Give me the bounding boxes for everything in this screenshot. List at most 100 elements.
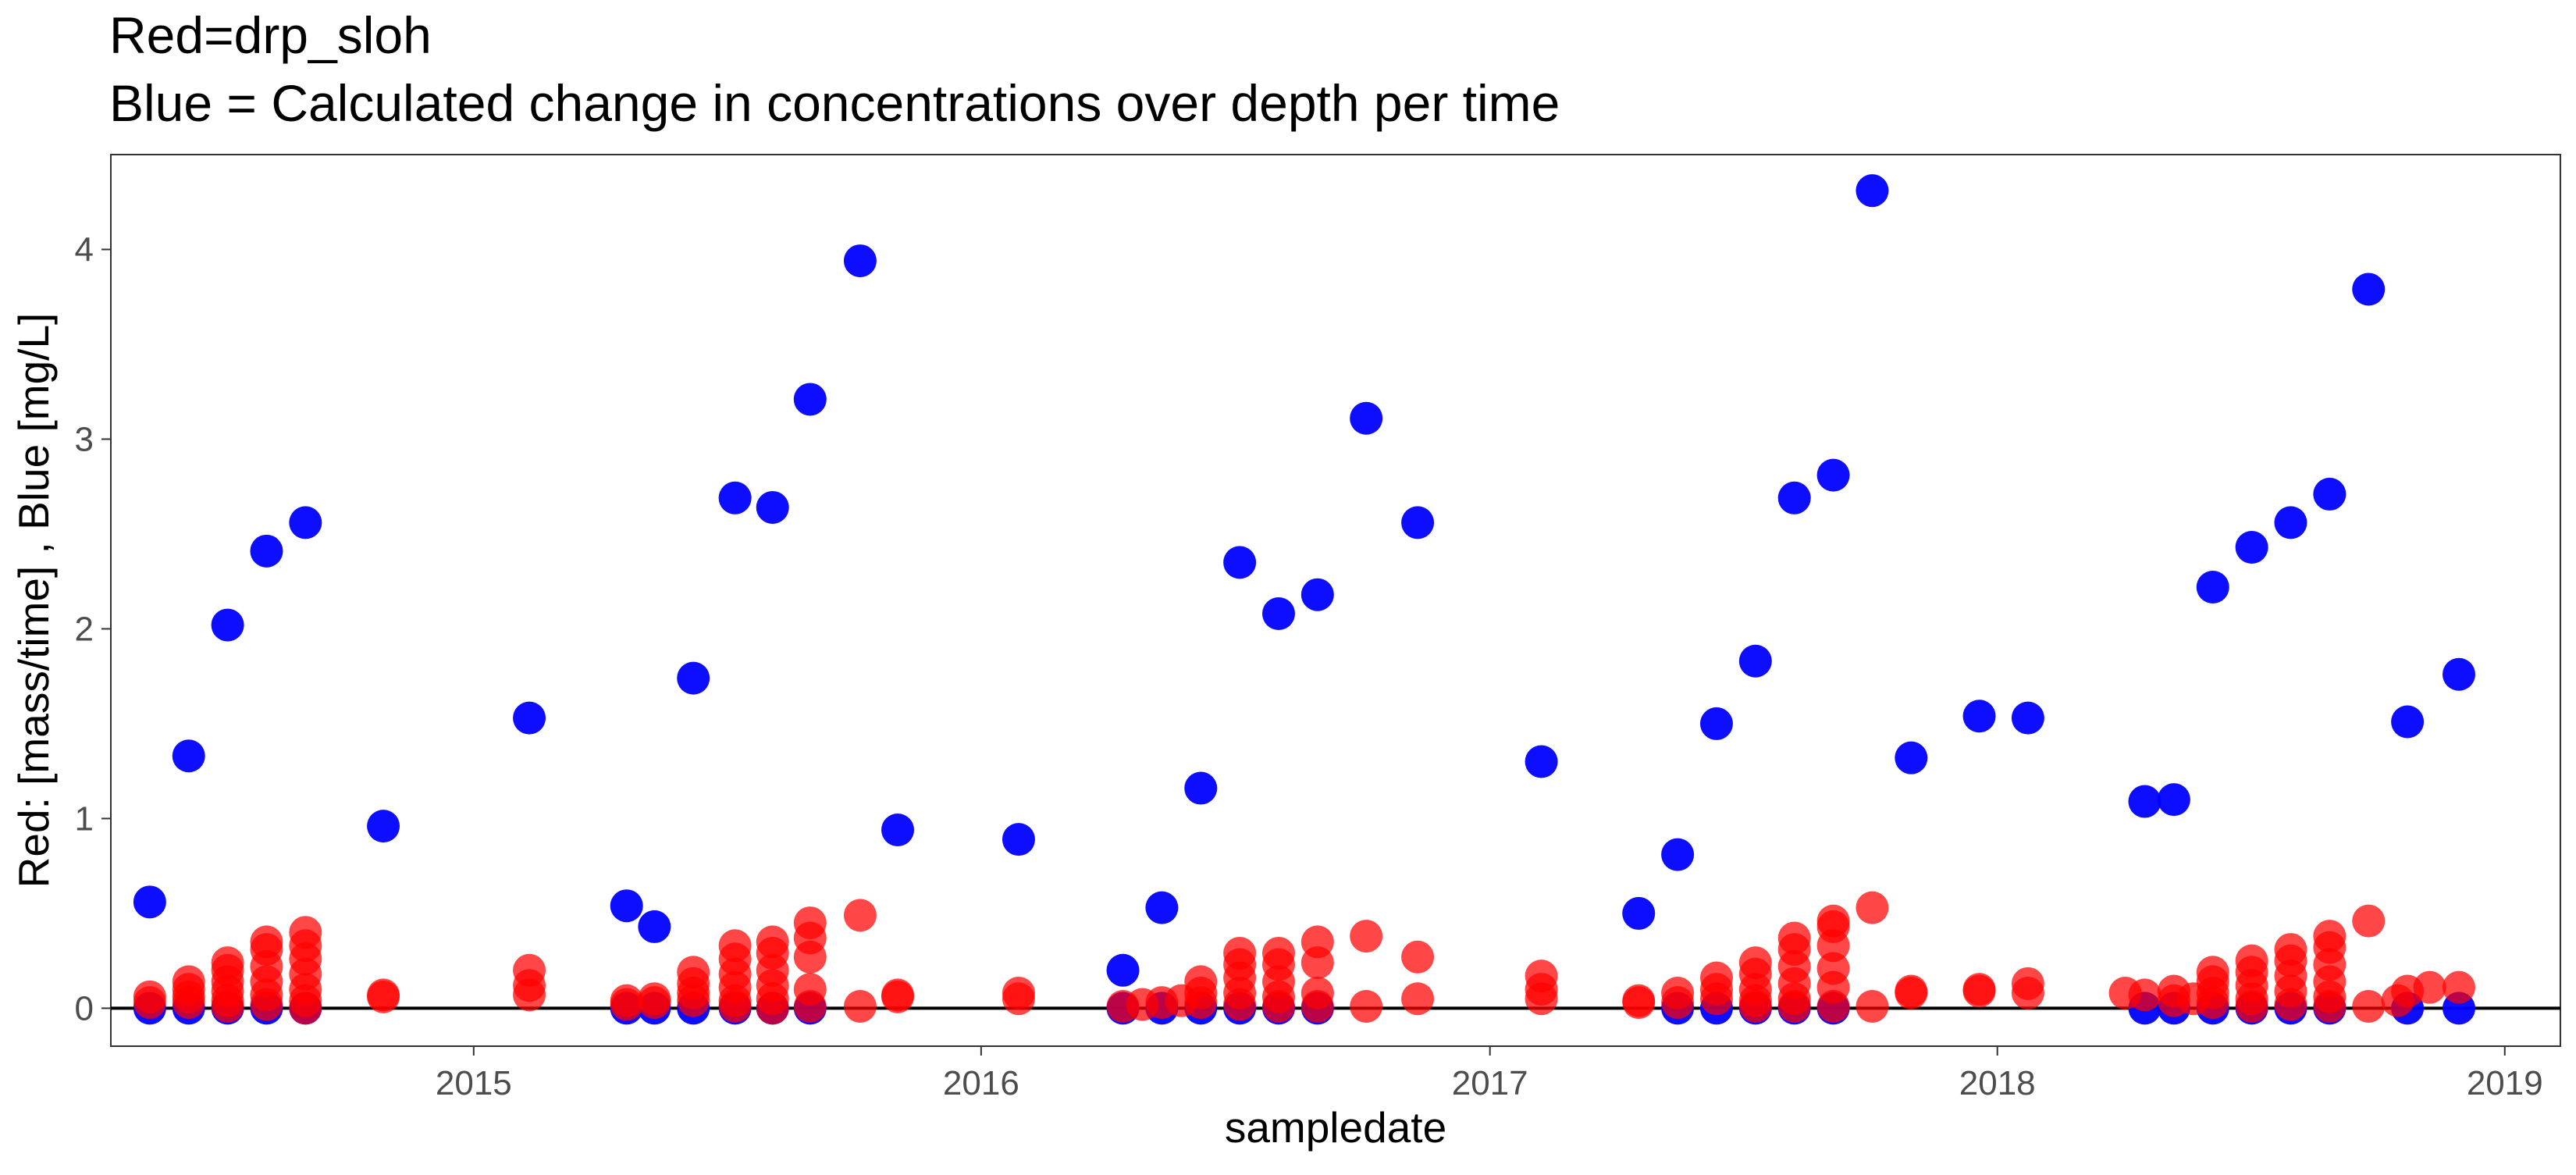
x-tick-label: 2015 [436, 1064, 512, 1102]
data-point [133, 885, 166, 919]
data-point [718, 481, 752, 515]
data-point [2157, 783, 2190, 817]
data-point [1777, 481, 1811, 515]
data-point [2442, 657, 2475, 691]
data-point [250, 988, 283, 1021]
data-point [1300, 989, 1334, 1023]
data-point [1856, 891, 1889, 924]
data-point [2352, 904, 2386, 938]
data-point [2313, 989, 2347, 1023]
y-tick-label: 3 [75, 420, 94, 458]
data-point [1856, 989, 1889, 1023]
data-point [513, 701, 546, 735]
data-point [1661, 838, 1695, 871]
data-point [1777, 989, 1811, 1023]
data-point [881, 814, 915, 847]
data-point [172, 986, 205, 1020]
data-point [211, 989, 244, 1023]
y-tick-label: 4 [75, 230, 94, 269]
data-point [1699, 707, 1733, 740]
data-point [718, 989, 752, 1023]
data-point [1350, 989, 1383, 1023]
data-point [2391, 705, 2425, 739]
data-point [1300, 946, 1334, 980]
data-point [793, 940, 827, 974]
data-point [367, 980, 400, 1013]
data-point [793, 383, 827, 416]
data-point [1525, 745, 1558, 778]
plot-panel [110, 154, 2561, 1047]
data-point [1350, 920, 1383, 953]
y-axis-label: Red: [mass/time] , Blue [mg/L] [9, 313, 58, 888]
data-point [2011, 701, 2044, 735]
y-tick-label: 0 [75, 989, 94, 1027]
data-point [677, 984, 710, 1017]
data-point [133, 986, 166, 1020]
chart-subtitle: Blue = Calculated change in concentratio… [109, 74, 1560, 132]
data-point [1261, 597, 1295, 631]
data-point [1962, 700, 1996, 733]
data-point [2235, 530, 2268, 564]
data-point [610, 889, 643, 923]
data-point [1816, 458, 1850, 492]
data-point [1962, 974, 1996, 1008]
data-point [1895, 741, 1928, 774]
data-point [2274, 506, 2307, 539]
chart-title: Red=drp_sloh [109, 6, 432, 64]
data-point [1223, 546, 1257, 579]
x-tick-label: 2019 [2467, 1064, 2543, 1102]
data-point [843, 244, 877, 278]
data-point [513, 978, 546, 1012]
data-point [2442, 970, 2475, 1004]
data-point [843, 899, 877, 932]
data-point [1223, 988, 1257, 1021]
data-point [2128, 978, 2161, 1012]
data-point [172, 739, 205, 773]
data-point [610, 988, 643, 1021]
data-point [1699, 982, 1733, 1016]
data-point [2413, 970, 2446, 1004]
data-point [2196, 570, 2229, 604]
data-point [1184, 986, 1218, 1020]
data-points-layer [133, 174, 2475, 1025]
data-point [638, 986, 671, 1020]
data-point [1145, 891, 1179, 924]
data-point [1002, 982, 1035, 1016]
data-point [756, 992, 789, 1025]
data-point [1895, 976, 1928, 1009]
data-point [2128, 785, 2161, 818]
data-point [2352, 272, 2386, 306]
data-point [1350, 401, 1383, 435]
data-point [1261, 989, 1295, 1023]
data-point [1661, 986, 1695, 1020]
y-tick-label: 1 [75, 799, 94, 838]
data-point [1816, 929, 1850, 963]
x-tick-label: 2017 [1452, 1064, 1528, 1102]
x-axis-ticks: 2015 2016 2017 2018 2019 [436, 1046, 2543, 1102]
data-point [1401, 982, 1435, 1016]
data-point [2196, 986, 2229, 1020]
data-point [1738, 989, 1772, 1023]
data-point [1002, 823, 1035, 856]
data-point [1816, 989, 1850, 1023]
data-point [1622, 986, 1656, 1020]
data-point [1525, 982, 1558, 1016]
data-point [211, 608, 244, 642]
data-point [1401, 506, 1435, 539]
y-tick-label: 2 [75, 610, 94, 648]
data-point [1106, 953, 1140, 987]
data-point [1401, 940, 1435, 974]
x-tick-label: 2018 [1959, 1064, 2036, 1102]
data-point [1738, 644, 1772, 678]
y-axis-ticks: 0 1 2 3 4 [75, 230, 111, 1027]
data-point [2352, 989, 2386, 1023]
data-point [843, 989, 877, 1023]
data-point [2011, 976, 2044, 1009]
data-point [881, 980, 915, 1013]
data-point [2274, 988, 2307, 1021]
x-tick-label: 2016 [943, 1064, 1019, 1102]
data-point [250, 534, 283, 568]
data-point [2235, 989, 2268, 1023]
